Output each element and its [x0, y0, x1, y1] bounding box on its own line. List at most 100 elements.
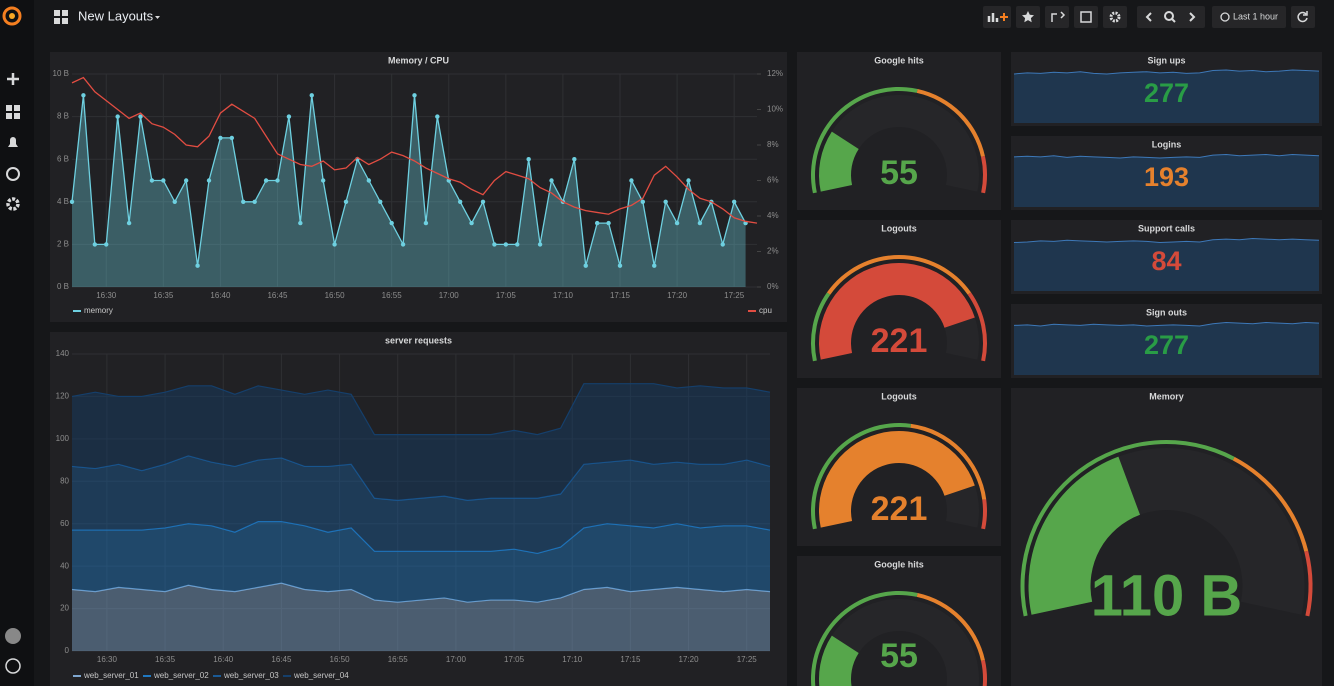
series-line: [72, 520, 771, 555]
data-point: [674, 220, 680, 226]
logo-core: [9, 13, 15, 19]
star-icon: [1022, 11, 1034, 23]
gauge-value-label: 221: [871, 322, 928, 360]
data-point: [263, 178, 269, 183]
clock-icon: [1220, 12, 1230, 22]
panel-title: Logouts: [881, 391, 917, 401]
data-point: [469, 220, 474, 226]
cog-icon: [1109, 11, 1121, 23]
logo-ring: [2, 6, 22, 26]
data-point: [286, 114, 292, 119]
time-range[interactable]: Last 1 hour: [1233, 11, 1278, 21]
data-point: [389, 220, 394, 226]
data-point: [183, 178, 189, 183]
data-point: [309, 93, 314, 98]
threshold-band: [811, 423, 912, 530]
threshold-band: [1304, 550, 1313, 617]
sparkline: [1013, 154, 1320, 159]
time-nav: [1137, 6, 1205, 28]
data-point: [686, 178, 691, 183]
threshold-band: [967, 292, 987, 362]
add-panel-button[interactable]: [983, 6, 1011, 28]
settings-icon[interactable]: [6, 197, 20, 211]
zoom-out[interactable]: [1164, 11, 1174, 21]
dashboard-title[interactable]: New Layouts: [78, 8, 154, 23]
y2-tick-label: 4%: [767, 211, 779, 220]
data-point: [229, 135, 235, 141]
sidebar: [0, 0, 34, 686]
time-forward[interactable]: [1189, 12, 1196, 22]
data-point: [663, 199, 668, 204]
x-tick-label: 16:35: [153, 291, 174, 300]
data-point: [138, 114, 143, 119]
x-tick-label: 16:30: [96, 291, 117, 300]
data-point: [115, 114, 120, 119]
sparkline-area: [1014, 154, 1319, 207]
gauge-value-label: 110 B: [1091, 563, 1243, 628]
data-point: [275, 178, 280, 183]
data-point: [332, 242, 337, 247]
x-tick-label: 16:45: [271, 655, 292, 664]
refresh-button[interactable]: [1291, 6, 1315, 28]
panel-title: Memory: [1149, 391, 1184, 401]
time-back[interactable]: [1145, 12, 1152, 22]
x-tick-label: 17:20: [679, 655, 700, 664]
legend-label: web_server_01: [83, 671, 139, 680]
data-point: [149, 178, 155, 183]
data-point: [206, 178, 212, 183]
x-tick-label: 17:10: [553, 291, 574, 300]
data-point: [617, 263, 623, 268]
data-point: [423, 220, 429, 226]
series-line: [71, 76, 758, 224]
stat-value: 277: [1144, 78, 1189, 108]
panel-title: Sign ups: [1148, 55, 1186, 65]
data-point: [492, 242, 497, 247]
x-tick-label: 17:00: [439, 291, 460, 300]
icon-square: [62, 10, 68, 16]
y2-tick-label: 2%: [767, 247, 779, 256]
area-fill: [72, 95, 746, 287]
threshold-band: [981, 499, 987, 530]
x-tick-label: 16:45: [267, 291, 288, 300]
grafana-logo[interactable]: [2, 6, 22, 26]
gauge-track: [819, 94, 980, 192]
threshold-band: [811, 292, 831, 362]
panel-title: Logouts: [881, 223, 917, 233]
data-point: [480, 199, 486, 204]
data-point: [81, 93, 86, 98]
gauge-value: [819, 263, 975, 360]
stacked-area: [72, 455, 770, 554]
icon-square: [54, 18, 60, 24]
panel-title: Memory / CPU: [388, 55, 449, 65]
data-point: [720, 242, 725, 247]
stat-value: 84: [1151, 246, 1181, 276]
y-tick-label: 20: [60, 604, 69, 613]
avatar[interactable]: [5, 628, 21, 644]
time-picker[interactable]: [1212, 6, 1286, 28]
x-tick-label: 16:50: [325, 291, 346, 300]
x-tick-label: 16:55: [382, 291, 403, 300]
create-icon[interactable]: [7, 73, 19, 85]
data-point: [629, 178, 634, 183]
alerts-icon[interactable]: [8, 137, 18, 147]
sparkline-area: [1014, 69, 1319, 123]
help-icon[interactable]: [5, 658, 21, 674]
x-tick-label: 16:30: [97, 655, 118, 664]
data-point: [435, 114, 440, 119]
legend-label: memory: [84, 306, 113, 315]
save-button[interactable]: [1074, 6, 1098, 28]
data-point: [652, 263, 657, 268]
explore-icon[interactable]: [6, 167, 20, 181]
y-tick-label: 60: [60, 519, 69, 528]
x-tick-label: 17:10: [562, 655, 583, 664]
dashboards-icon[interactable]: [6, 105, 20, 119]
y-tick-label: 120: [56, 392, 70, 401]
x-tick-label: 16:50: [330, 655, 351, 664]
settings-button[interactable]: [1103, 6, 1127, 28]
gauge-value: [819, 635, 859, 686]
y-tick-label: 40: [60, 561, 69, 570]
share-button[interactable]: [1045, 6, 1069, 28]
y-tick-label: 0: [65, 646, 70, 655]
data-point: [343, 199, 349, 204]
x-tick-label: 17:15: [620, 655, 641, 664]
